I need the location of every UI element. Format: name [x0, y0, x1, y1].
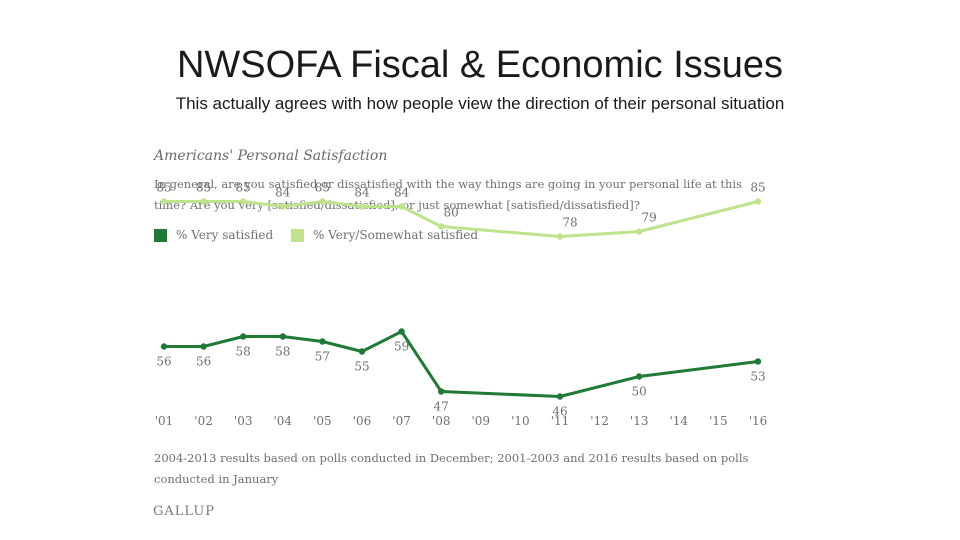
data-point-very-satisfied	[279, 333, 286, 340]
data-point-very-somewhat-satisfied	[438, 223, 445, 230]
x-tick-label: '02	[194, 414, 213, 428]
data-point-very-satisfied	[438, 388, 445, 395]
data-label-very-satisfied: 56	[196, 355, 211, 369]
data-point-very-somewhat-satisfied	[160, 198, 168, 205]
data-label-very-somewhat-satisfied: 85	[236, 181, 251, 195]
data-point-very-satisfied	[240, 333, 247, 340]
data-label-very-somewhat-satisfied: 85	[156, 181, 171, 195]
x-tick-label: '07	[392, 414, 411, 428]
data-label-very-satisfied: 50	[632, 385, 647, 399]
data-label-very-somewhat-satisfied: 85	[196, 181, 211, 195]
data-label-very-somewhat-satisfied: 85	[315, 181, 330, 195]
legend-label-very-satisfied: % Very satisfied	[176, 228, 274, 242]
data-label-very-satisfied: 56	[156, 355, 171, 369]
chart-legend: % Very satisfied % Very/Somewhat satisfi…	[154, 228, 492, 245]
data-label-very-somewhat-satisfied: 79	[642, 211, 657, 225]
data-point-very-somewhat-satisfied	[240, 198, 247, 205]
data-point-very-somewhat-satisfied	[636, 228, 643, 235]
data-point-very-somewhat-satisfied	[279, 203, 286, 210]
data-label-very-satisfied: 55	[354, 360, 369, 374]
legend-swatch-very-somewhat-satisfied	[290, 228, 304, 242]
data-point-very-satisfied	[556, 393, 564, 400]
data-point-very-somewhat-satisfied	[200, 198, 207, 205]
data-point-very-satisfied	[398, 328, 405, 335]
x-tick-label: '05	[313, 414, 332, 428]
data-label-very-somewhat-satisfied: 84	[275, 186, 291, 200]
x-tick-label: '03	[234, 414, 253, 428]
x-tick-label: '14	[670, 414, 689, 428]
data-label-very-satisfied: 57	[315, 350, 330, 364]
series-line-very-somewhat-satisfied	[164, 200, 759, 238]
data-point-very-somewhat-satisfied	[754, 198, 762, 205]
data-label-very-satisfied: 46	[552, 405, 567, 419]
x-tick-label: '09	[472, 414, 491, 428]
x-tick-label: '04	[274, 414, 293, 428]
x-tick-label: '06	[353, 414, 372, 428]
data-point-very-satisfied	[319, 338, 326, 345]
data-point-very-somewhat-satisfied	[358, 203, 366, 210]
data-point-very-somewhat-satisfied	[319, 198, 326, 205]
legend-item-very-somewhat-satisfied: % Very/Somewhat satisfied	[290, 228, 479, 242]
data-label-very-somewhat-satisfied: 78	[562, 216, 577, 230]
data-point-very-satisfied	[754, 358, 762, 365]
gallup-logo: GALLUP	[153, 504, 216, 519]
x-tick-label: '13	[630, 414, 649, 428]
slide-subtitle: This actually agrees with how people vie…	[175, 94, 785, 113]
data-label-very-satisfied: 58	[275, 345, 290, 359]
data-point-very-somewhat-satisfied	[398, 203, 405, 210]
data-label-very-satisfied: 58	[236, 345, 251, 359]
chart-title: Americans' Personal Satisfaction	[154, 148, 388, 164]
data-point-very-satisfied	[636, 373, 643, 380]
x-tick-label: '10	[511, 414, 530, 428]
data-label-very-satisfied: 47	[434, 400, 449, 414]
data-point-very-satisfied	[200, 343, 207, 350]
x-tick-label: '12	[590, 414, 609, 428]
x-tick-label: '08	[432, 414, 451, 428]
x-tick-label: '11	[551, 414, 570, 428]
chart-footnote: 2004-2013 results based on polls conduct…	[154, 451, 749, 486]
legend-label-very-somewhat-satisfied: % Very/Somewhat satisfied	[312, 228, 479, 242]
x-tick-label: '15	[709, 414, 728, 428]
data-label-very-somewhat-satisfied: 84	[354, 186, 370, 200]
data-label-very-satisfied: 59	[394, 340, 409, 354]
legend-swatch-very-satisfied	[154, 228, 167, 242]
data-point-very-satisfied	[160, 343, 168, 350]
data-label-very-satisfied: 53	[750, 370, 765, 384]
x-tick-label: '01	[155, 414, 174, 428]
data-point-very-satisfied	[358, 348, 366, 355]
data-label-very-somewhat-satisfied: 85	[750, 181, 765, 195]
x-tick-label: '16	[749, 414, 768, 428]
series-line-very-satisfied	[164, 330, 759, 398]
legend-item-very-satisfied: % Very satisfied	[154, 228, 273, 242]
data-point-very-somewhat-satisfied	[556, 233, 564, 240]
slide-title: NWSOFA Fiscal & Economic Issues	[176, 44, 784, 86]
data-label-very-somewhat-satisfied: 80	[444, 206, 459, 220]
data-label-very-somewhat-satisfied: 84	[394, 186, 410, 200]
